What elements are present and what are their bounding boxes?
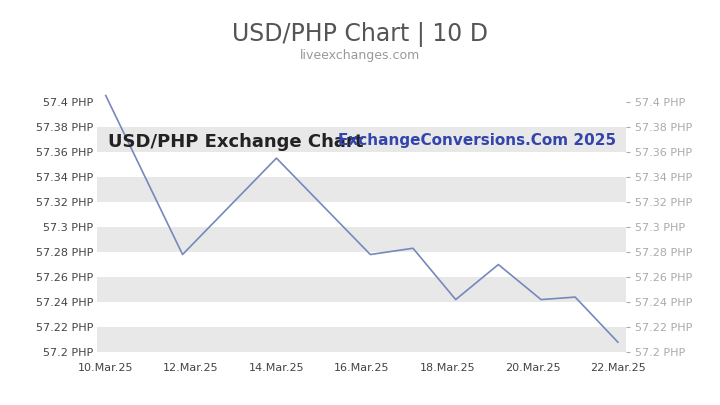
Bar: [97, 177, 626, 202]
Bar: [97, 277, 626, 302]
Bar: [97, 327, 626, 352]
Bar: [97, 127, 626, 152]
Text: ExchangeConversions.Com 2025: ExchangeConversions.Com 2025: [338, 132, 616, 147]
Text: liveexchanges.com: liveexchanges.com: [300, 49, 420, 62]
Text: USD/PHP Chart | 10 D: USD/PHP Chart | 10 D: [232, 22, 488, 47]
Bar: [97, 227, 626, 252]
Text: USD/PHP Exchange Chart: USD/PHP Exchange Chart: [108, 132, 363, 151]
